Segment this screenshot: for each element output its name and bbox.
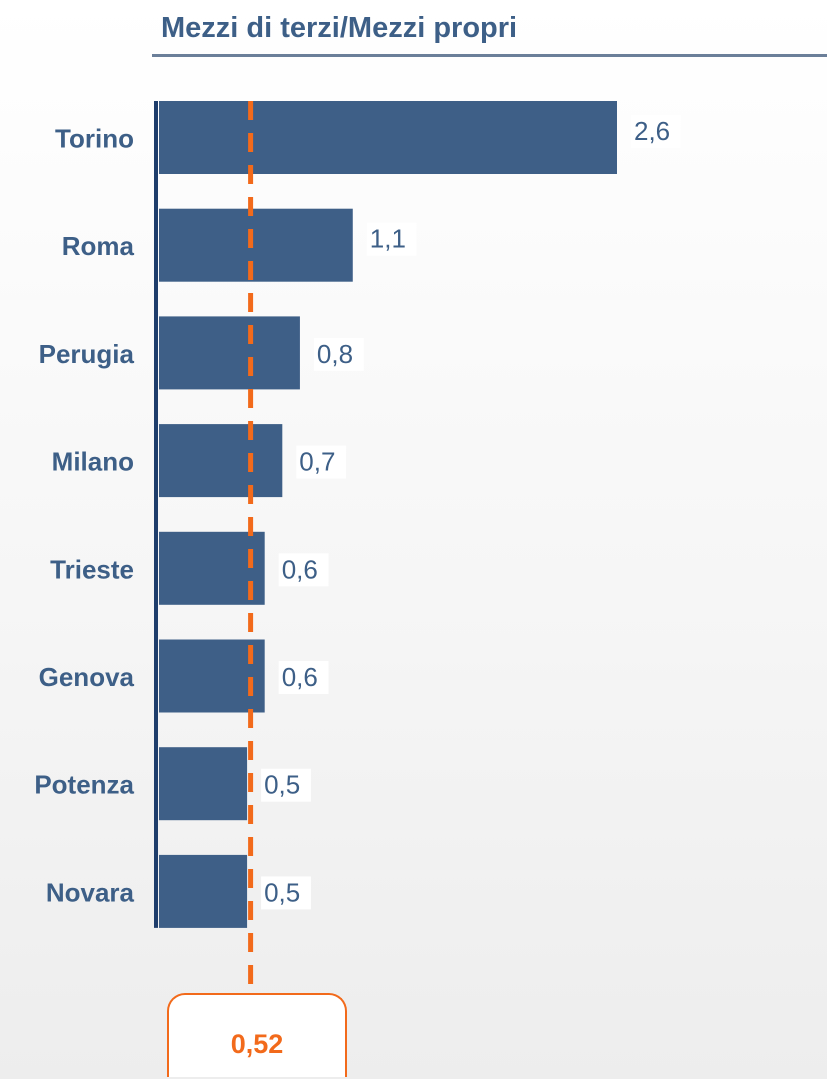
- bar-perugia: [159, 316, 300, 390]
- category-label-perugia: Perugia: [39, 339, 135, 369]
- value-label-background: [278, 661, 329, 694]
- value-label-background: [313, 337, 364, 371]
- bar-genova: [159, 639, 265, 713]
- category-label-genova: Genova: [39, 662, 135, 692]
- title-underline: [152, 54, 827, 57]
- value-label-background: [631, 115, 681, 148]
- bar-potenza: [159, 747, 248, 821]
- value-label-background: [278, 553, 329, 587]
- value-label-roma: 1,1: [370, 224, 406, 254]
- value-label-background: [366, 222, 417, 256]
- category-label-potenza: Potenza: [34, 770, 134, 800]
- chart-title: Mezzi di terzi/Mezzi propri: [161, 12, 518, 44]
- bar-roma: [159, 208, 353, 282]
- category-label-novara: Novara: [46, 877, 135, 907]
- value-label-perugia: 0,8: [317, 339, 353, 369]
- value-label-background: [296, 445, 347, 479]
- reference-value-box: 0,52: [167, 993, 347, 1077]
- bar-torino: [159, 101, 617, 174]
- reference-value-label: 0,52: [230, 1029, 284, 1059]
- value-label-trieste: 0,6: [282, 554, 318, 584]
- value-label-genova: 0,6: [282, 662, 318, 692]
- value-label-potenza: 0,5: [264, 770, 300, 800]
- value-label-milano: 0,7: [299, 447, 335, 477]
- bar-trieste: [159, 531, 265, 605]
- value-label-novara: 0,5: [264, 877, 300, 907]
- category-label-torino: Torino: [55, 124, 134, 154]
- value-label-background: [261, 768, 311, 802]
- bar-novara: [159, 854, 248, 928]
- category-label-trieste: Trieste: [50, 554, 134, 584]
- value-label-torino: 2,6: [634, 116, 670, 146]
- value-label-background: [261, 876, 311, 910]
- bar-milano: [159, 424, 283, 498]
- category-label-roma: Roma: [62, 231, 135, 261]
- category-label-milano: Milano: [52, 447, 134, 477]
